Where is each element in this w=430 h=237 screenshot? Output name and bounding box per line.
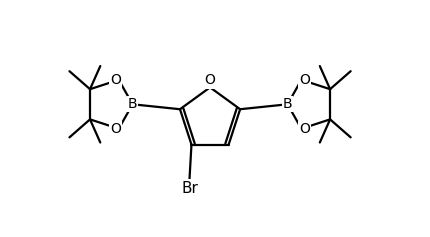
Text: O: O bbox=[299, 73, 310, 87]
Text: O: O bbox=[111, 73, 121, 87]
Text: Br: Br bbox=[181, 181, 198, 196]
Text: O: O bbox=[299, 122, 310, 136]
Text: O: O bbox=[205, 73, 215, 87]
Text: B: B bbox=[128, 97, 137, 111]
Text: O: O bbox=[111, 122, 121, 136]
Text: B: B bbox=[283, 97, 292, 111]
